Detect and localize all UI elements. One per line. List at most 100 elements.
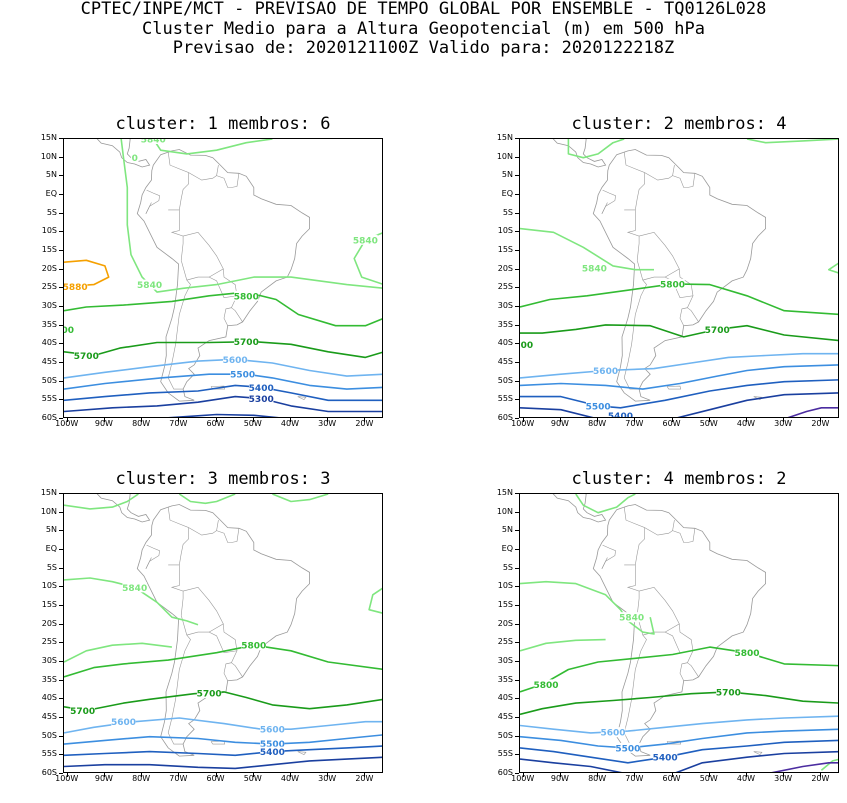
lon-tick (783, 773, 785, 777)
country-border (167, 634, 191, 745)
country-border (664, 623, 694, 654)
map-panel-1: 5840 5840 5840 5880 5800 00 5700 5700 5600 5500 54… (63, 138, 383, 418)
lat-tick (515, 530, 519, 532)
lat-label: 55S (497, 394, 513, 404)
lon-label: 90W (94, 419, 113, 428)
lat-tick (59, 212, 63, 214)
contour-line (64, 340, 382, 359)
lat-label: 45S (497, 712, 513, 721)
map-panel-3: 5840 5800 5700 5700 5600 5600 5500 5400 (63, 493, 383, 773)
lon-tick (559, 418, 561, 422)
lon-label: 40W (280, 419, 300, 428)
contour-label: 5800 (534, 681, 559, 691)
contour-label-bg (74, 350, 99, 361)
lat-tick (59, 343, 63, 345)
country-border (623, 279, 647, 390)
contour-label: 5700 (197, 689, 222, 699)
lat-tick (59, 287, 63, 289)
contour-label-bg (533, 679, 559, 690)
island-outline (297, 396, 307, 400)
contour-label: 5840 (122, 584, 147, 594)
lon-tick (327, 418, 329, 422)
contour-label: 5400 (653, 754, 678, 764)
country-border (188, 165, 219, 181)
contour-label-bg (70, 705, 95, 716)
country-border (167, 279, 191, 390)
contour-line (520, 364, 838, 390)
contour-line (520, 646, 838, 693)
contour-line (520, 580, 655, 635)
contour-line (520, 728, 838, 749)
panel-title-4: cluster: 4 membros: 2 (571, 469, 787, 489)
lat-label: 30S (41, 656, 57, 665)
country-border (601, 557, 608, 569)
lat-label: 60S (497, 413, 513, 422)
lon-label: 20W (355, 419, 374, 428)
contour-label: 5500 (615, 744, 640, 754)
lon-tick (634, 418, 636, 422)
subtitle-variable: Cluster Medio para a Altura Geopotencial… (142, 19, 705, 39)
lat-tick (59, 324, 63, 326)
country-border (145, 557, 152, 569)
contour-line (567, 139, 625, 159)
contour-line (64, 691, 382, 712)
contour-line (520, 407, 594, 417)
lon-tick (708, 418, 710, 422)
lat-label: 60S (41, 413, 57, 422)
main-title: CPTEC/INPE/MCT - PREVISAO DE TEMPO GLOBA… (80, 0, 767, 19)
map-panel-4: 5840 5800 5800 5700 5600 5500 5400 (519, 493, 839, 773)
contour-line (64, 734, 382, 745)
lon-label: 70W (169, 774, 188, 783)
lon-tick (559, 773, 561, 777)
contour-label-bg (230, 369, 255, 380)
lon-label: 30W (318, 774, 337, 783)
contour-line (520, 638, 606, 652)
country-border (644, 520, 675, 536)
lat-label: 5N (501, 170, 513, 180)
lat-label: 20S (41, 618, 57, 628)
lat-tick (59, 156, 63, 158)
contour-line (675, 750, 838, 772)
country-border (167, 507, 189, 565)
lon-tick (597, 773, 599, 777)
lat-label: 35S (41, 319, 57, 329)
lat-label: 5S (46, 207, 57, 217)
panel-title-3: cluster: 3 membros: 3 (115, 469, 331, 489)
contour-label: 5600 (223, 356, 248, 366)
country-border (231, 662, 243, 678)
lat-label: 55S (41, 394, 57, 404)
lon-tick (745, 773, 747, 777)
contour-label: 700 (520, 341, 533, 351)
lat-label: 10N (40, 151, 57, 161)
lat-label: 25S (41, 282, 57, 292)
contour-line (64, 644, 382, 678)
lat-tick (515, 418, 519, 419)
lon-label: 80W (588, 419, 607, 428)
lat-tick (515, 175, 519, 177)
lon-label: 100W (55, 774, 79, 783)
lon-tick (141, 418, 143, 422)
lat-tick (59, 661, 63, 662)
lat-tick (59, 586, 63, 588)
lat-label: 40S (497, 338, 513, 348)
contour-line (64, 756, 382, 770)
lat-label: 35S (497, 319, 513, 329)
country-border (216, 173, 240, 188)
lat-tick (59, 511, 63, 513)
lat-tick (59, 362, 63, 363)
lat-tick (515, 679, 519, 681)
lon-tick (289, 418, 291, 422)
contour-label: 5840 (141, 139, 166, 146)
contour-label: 5500 (230, 371, 255, 381)
lat-tick (515, 287, 519, 289)
contour-label: 5600 (260, 726, 285, 736)
contour-label: 5840 (619, 614, 644, 624)
lon-label: 70W (625, 419, 644, 428)
country-border (145, 202, 152, 214)
contour-label-bg (64, 324, 75, 335)
lon-label: 90W (550, 419, 569, 428)
country-border (644, 165, 675, 181)
lat-label: 10S (41, 581, 57, 591)
lon-label: 60W (662, 419, 681, 428)
